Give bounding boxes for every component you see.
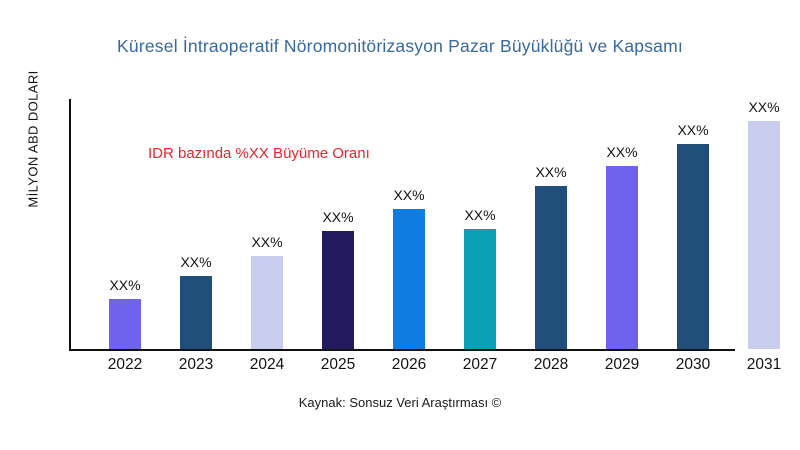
x-tick-label-2030: 2030 — [675, 356, 711, 373]
bar-2031 — [748, 121, 780, 349]
x-tick-label-2026: 2026 — [391, 356, 427, 373]
bar-2023 — [180, 276, 212, 349]
chart-title: Küresel İntraoperatif Nöromonitörizasyon… — [117, 36, 683, 56]
bar-value-label-2023: XX% — [180, 254, 212, 270]
y-axis-line — [69, 99, 71, 351]
growth-annotation: IDR bazında %XX Büyüme Oranı — [148, 145, 370, 162]
bar-2027 — [464, 229, 496, 349]
x-tick-label-2027: 2027 — [462, 356, 498, 373]
bar-value-label-2022: XX% — [109, 277, 141, 293]
bar-value-label-2024: XX% — [251, 234, 283, 250]
x-tick-label-2028: 2028 — [533, 356, 569, 373]
bar-value-label-2026: XX% — [393, 187, 425, 203]
x-tick-label-2031: 2031 — [746, 356, 782, 373]
bar-2028 — [535, 186, 567, 349]
bar-value-label-2027: XX% — [464, 207, 496, 223]
bar-2022 — [109, 299, 141, 349]
bar-2026 — [393, 209, 425, 349]
bar-value-label-2025: XX% — [322, 209, 354, 225]
x-axis-line — [69, 349, 735, 351]
x-tick-label-2022: 2022 — [107, 356, 143, 373]
x-tick-label-2029: 2029 — [604, 356, 640, 373]
x-tick-label-2023: 2023 — [178, 356, 214, 373]
bar-2025 — [322, 231, 354, 349]
bar-value-label-2030: XX% — [677, 122, 709, 138]
source-caption: Kaynak: Sonsuz Veri Araştırması © — [298, 395, 502, 410]
bar-2024 — [251, 256, 283, 349]
bar-value-label-2031: XX% — [748, 99, 780, 115]
bar-2029 — [606, 166, 638, 349]
x-tick-label-2025: 2025 — [320, 356, 356, 373]
bar-value-label-2028: XX% — [535, 164, 567, 180]
x-tick-label-2024: 2024 — [249, 356, 285, 373]
bar-2030 — [677, 144, 709, 349]
bar-value-label-2029: XX% — [606, 144, 638, 160]
